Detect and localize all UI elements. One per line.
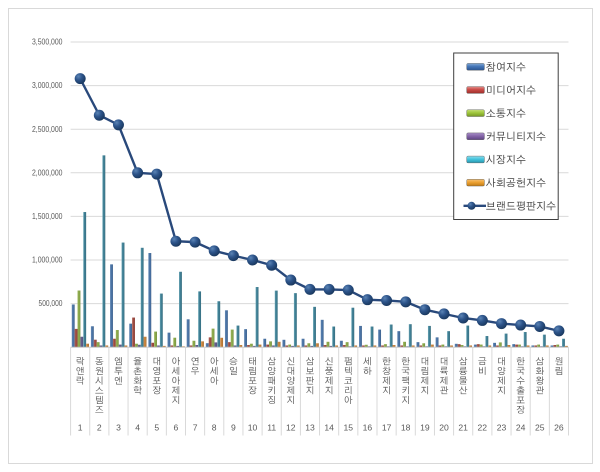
svg-text:4: 4	[135, 423, 140, 433]
svg-text:500,000: 500,000	[39, 299, 63, 308]
svg-text:5: 5	[154, 423, 159, 433]
svg-text:16: 16	[363, 423, 373, 433]
svg-text:2,000,000: 2,000,000	[32, 168, 63, 177]
svg-text:3: 3	[116, 423, 121, 433]
svg-text:6: 6	[174, 423, 179, 433]
svg-text:2,500,000: 2,500,000	[32, 125, 63, 134]
svg-text:20: 20	[439, 423, 449, 433]
svg-text:18: 18	[401, 423, 411, 433]
svg-text:8: 8	[212, 423, 217, 433]
svg-text:23: 23	[497, 423, 507, 433]
svg-text:13: 13	[305, 423, 315, 433]
svg-text:7: 7	[193, 423, 198, 433]
svg-text:1,000,000: 1,000,000	[32, 256, 63, 265]
svg-text:24: 24	[516, 423, 526, 433]
svg-text:1,500,000: 1,500,000	[32, 212, 63, 221]
svg-text:17: 17	[382, 423, 392, 433]
svg-text:21: 21	[458, 423, 468, 433]
svg-text:3,000,000: 3,000,000	[32, 81, 63, 90]
svg-text:15: 15	[344, 423, 354, 433]
svg-text:25: 25	[535, 423, 545, 433]
svg-text:26: 26	[554, 423, 564, 433]
svg-text:1: 1	[78, 423, 83, 433]
svg-text:11: 11	[267, 423, 276, 433]
svg-text:9: 9	[231, 423, 236, 433]
svg-text:3,500,000: 3,500,000	[32, 38, 63, 47]
svg-text:2: 2	[97, 423, 102, 433]
svg-text:10: 10	[248, 423, 258, 433]
svg-text:19: 19	[420, 423, 430, 433]
svg-text:22: 22	[478, 423, 488, 433]
svg-text:12: 12	[286, 423, 296, 433]
svg-text:14: 14	[324, 423, 334, 433]
